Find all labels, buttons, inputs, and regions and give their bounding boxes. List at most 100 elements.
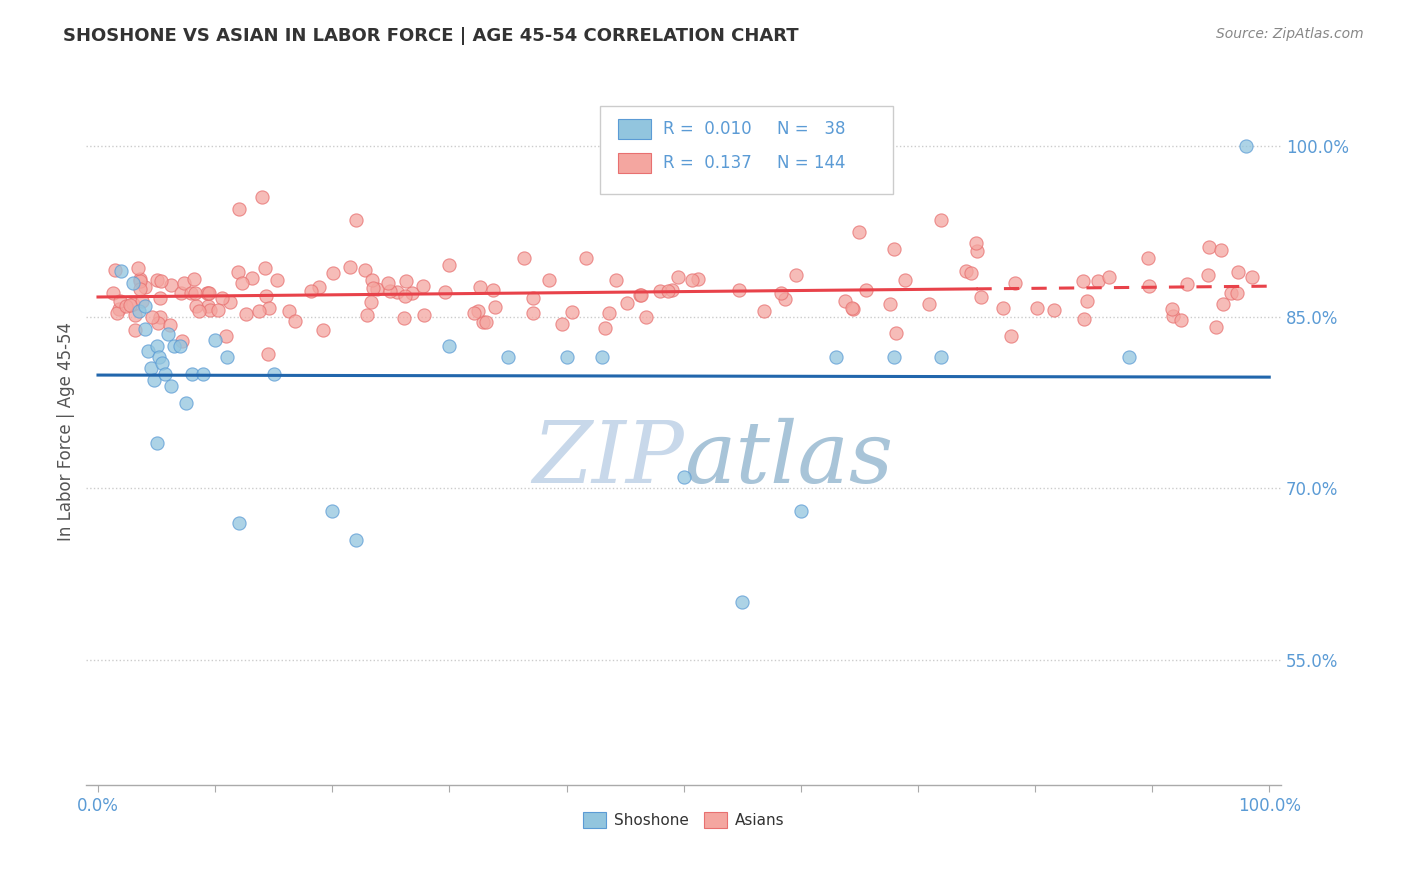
Point	[128, 304, 150, 318]
Point	[312, 323, 335, 337]
Point	[240, 271, 263, 285]
Point	[163, 339, 186, 353]
Point	[1220, 285, 1243, 300]
Point	[1087, 274, 1109, 288]
Point	[522, 306, 544, 320]
Point	[475, 315, 498, 329]
Y-axis label: In Labor Force | Age 45-54: In Labor Force | Age 45-54	[58, 322, 75, 541]
Point	[412, 278, 434, 293]
Point	[538, 273, 561, 287]
Point	[131, 294, 153, 309]
Point	[361, 273, 384, 287]
Point	[159, 318, 181, 332]
Point	[657, 285, 679, 299]
Point	[322, 266, 344, 280]
Point	[110, 293, 132, 308]
Text: R =  0.010: R = 0.010	[664, 120, 752, 138]
Point	[146, 316, 169, 330]
Point	[141, 310, 163, 324]
Point	[929, 213, 952, 227]
Point	[110, 264, 132, 278]
Point	[728, 284, 751, 298]
Point	[1137, 279, 1160, 293]
Point	[666, 269, 689, 284]
Point	[616, 296, 638, 310]
Point	[1098, 269, 1121, 284]
Point	[1209, 244, 1232, 258]
Point	[218, 295, 240, 310]
Point	[1170, 313, 1192, 327]
Point	[1000, 329, 1022, 343]
Text: N =   38: N = 38	[776, 120, 845, 138]
Point	[277, 304, 299, 318]
Point	[195, 285, 218, 300]
Point	[134, 299, 156, 313]
Point	[257, 301, 280, 315]
Point	[169, 286, 191, 301]
Point	[299, 284, 322, 298]
Point	[188, 304, 211, 318]
Point	[250, 190, 273, 204]
FancyBboxPatch shape	[600, 106, 893, 194]
Point	[353, 262, 375, 277]
Bar	[617, 153, 651, 173]
Point	[775, 292, 797, 306]
Point	[929, 350, 952, 364]
Text: ZIP: ZIP	[531, 418, 683, 501]
Point	[361, 281, 384, 295]
Point	[1240, 269, 1263, 284]
Point	[484, 300, 506, 314]
Point	[121, 297, 143, 311]
Point	[1175, 277, 1198, 291]
Point	[1234, 139, 1257, 153]
Point	[883, 350, 905, 364]
Point	[1198, 240, 1220, 254]
Point	[970, 290, 993, 304]
Point	[591, 350, 613, 364]
Point	[1212, 297, 1234, 311]
Point	[104, 262, 127, 277]
Point	[145, 435, 167, 450]
Point	[575, 251, 598, 265]
Point	[160, 277, 183, 292]
Point	[193, 368, 215, 382]
Point	[433, 285, 456, 299]
Point	[211, 291, 233, 305]
Point	[439, 339, 461, 353]
Point	[394, 289, 416, 303]
Point	[825, 350, 848, 364]
Legend: Shoshone, Asians: Shoshone, Asians	[576, 805, 790, 834]
Point	[127, 261, 149, 276]
Point	[138, 344, 160, 359]
Point	[321, 504, 343, 518]
Point	[143, 373, 166, 387]
Point	[1137, 251, 1160, 265]
Point	[463, 306, 485, 320]
Point	[482, 283, 505, 297]
Point	[197, 299, 219, 313]
Point	[204, 333, 226, 347]
Point	[893, 273, 915, 287]
Point	[1205, 320, 1227, 334]
Point	[170, 334, 193, 348]
Point	[366, 283, 388, 297]
Point	[634, 310, 657, 324]
Point	[593, 321, 616, 335]
Point	[991, 301, 1014, 315]
Point	[605, 272, 627, 286]
Point	[215, 329, 238, 343]
Point	[231, 276, 253, 290]
Point	[263, 368, 285, 382]
Point	[731, 595, 754, 609]
Point	[184, 286, 207, 301]
Point	[841, 301, 863, 315]
Point	[157, 327, 180, 342]
Point	[169, 339, 191, 353]
Point	[266, 273, 288, 287]
Text: N = 144: N = 144	[776, 154, 845, 172]
Point	[960, 266, 983, 280]
Point	[884, 326, 907, 340]
Point	[308, 280, 330, 294]
Point	[183, 272, 205, 286]
Point	[834, 293, 856, 308]
